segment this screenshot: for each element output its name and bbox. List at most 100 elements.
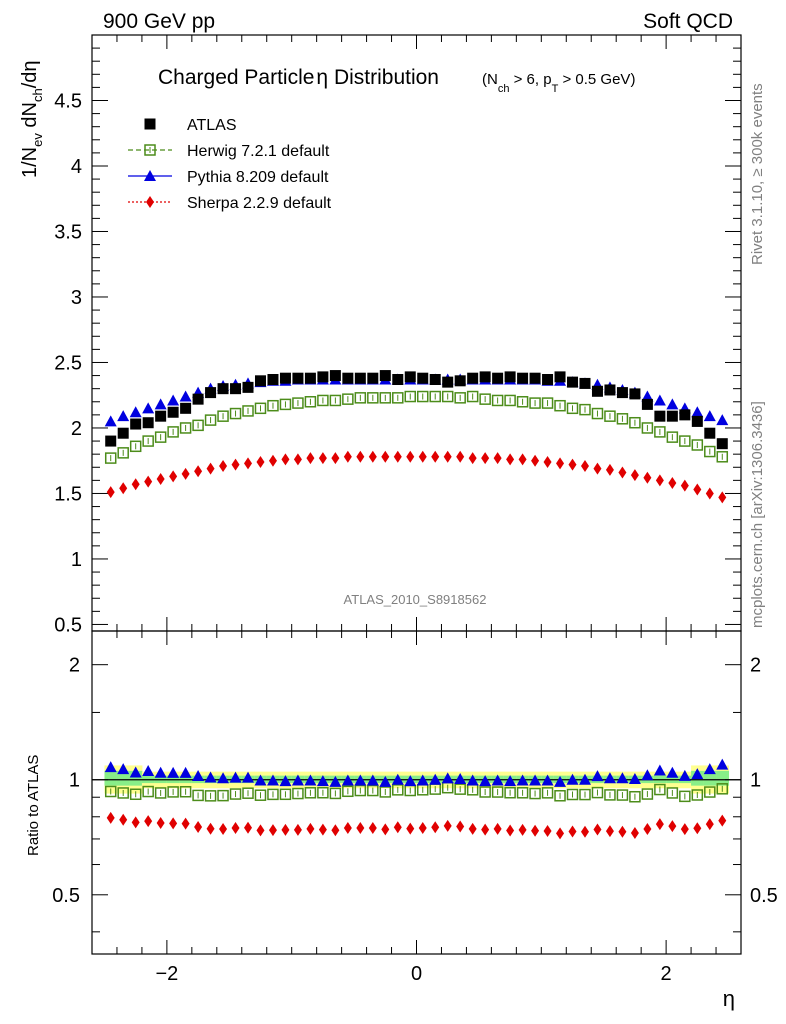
sherpa-point (718, 491, 727, 504)
pythia-ratio-point (703, 763, 716, 775)
sherpa-ratio-point (431, 821, 440, 834)
herwig-point (541, 397, 554, 409)
sherpa-ratio-point (456, 820, 465, 833)
herwig-point (142, 435, 154, 447)
pythia-ratio-point (454, 773, 467, 785)
axes-layer: −2 0 2 0.5 1 1.5 2 2.5 3 3.5 4 4.5 0.5 0.5 1 1 2 2 (52, 35, 778, 985)
sherpa-point (556, 457, 565, 470)
atlas-point (130, 418, 142, 430)
legend-label: Herwig 7.2.1 default (187, 143, 330, 160)
herwig-point (629, 416, 641, 429)
atlas-point (379, 370, 391, 382)
pythia-ratio-point (591, 770, 604, 782)
pythia-point (104, 415, 117, 427)
pythia-ratio-point (229, 771, 242, 783)
herwig-ratio-point (641, 788, 654, 800)
sherpa-ratio-point (169, 817, 178, 830)
data-markers (104, 370, 729, 840)
herwig-point (329, 394, 342, 407)
sherpa-ratio-point (643, 823, 652, 836)
atlas-point (105, 435, 117, 447)
pythia-ratio-point (154, 766, 167, 778)
herwig-point (691, 439, 704, 451)
atlas-point (454, 375, 466, 387)
herwig-ratio-point (704, 786, 716, 798)
atlas-point (542, 374, 554, 386)
y-tick-label: 4 (71, 156, 82, 178)
atlas-point (180, 402, 192, 414)
herwig-point (579, 403, 591, 416)
atlas-point (155, 410, 167, 422)
herwig-point (591, 407, 604, 420)
sherpa-point (680, 479, 689, 492)
sherpa-point (593, 462, 602, 475)
herwig-ratio-point (179, 785, 192, 798)
atlas-point (279, 372, 291, 384)
sherpa-point (443, 450, 452, 463)
sherpa-point (481, 452, 490, 465)
pythia-point (179, 390, 192, 402)
atlas-point (504, 371, 516, 383)
y-tick-label: 2 (71, 418, 82, 440)
sherpa-ratio-point (580, 825, 589, 838)
atlas-point (517, 372, 529, 384)
pythia-ratio-point (354, 774, 367, 786)
pythia-ratio-point (404, 775, 417, 787)
sherpa-ratio-point (693, 822, 702, 835)
pythia-point (703, 410, 716, 422)
herwig-point (129, 440, 142, 453)
pythia-ratio-point (529, 774, 542, 786)
herwig-point (416, 390, 429, 403)
atlas-point (604, 384, 616, 396)
herwig-ratio-point (579, 788, 591, 801)
legend-marker (144, 118, 156, 130)
x-tick-label: 0 (411, 963, 422, 985)
sherpa-point (418, 450, 427, 463)
herwig-ratio-point (654, 783, 666, 796)
herwig-ratio-point (204, 790, 217, 802)
pythia-ratio-point (628, 773, 641, 785)
mcplots-label: mcplots.cern.ch [arXiv:1306.3436] (749, 401, 766, 628)
sherpa-point (406, 450, 415, 463)
herwig-ratio-point (716, 783, 729, 795)
ratio-y-tick-label-right: 2 (750, 655, 761, 677)
pythia-ratio-point (516, 774, 529, 786)
sherpa-ratio-point (481, 823, 490, 836)
pythia-ratio-point (204, 771, 217, 783)
pythia-ratio-point (441, 772, 454, 784)
herwig-ratio-point (142, 785, 154, 798)
atlas-point (254, 375, 266, 387)
pythia-ratio-point (678, 769, 691, 781)
pythia-ratio-point (391, 773, 404, 785)
pythia-ratio-point (329, 775, 342, 787)
sherpa-point (356, 450, 365, 463)
sherpa-point (643, 471, 652, 484)
sherpa-point (705, 487, 714, 500)
herwig-ratio-point (117, 787, 129, 799)
atlas-point (392, 374, 404, 386)
plot-title: Charged Particleη Distribution (158, 66, 439, 89)
ratio-y-tick-label: 0.5 (52, 885, 80, 907)
y-tick-label: 1 (71, 549, 82, 571)
pythia-ratio-point (254, 774, 267, 786)
herwig-point (292, 397, 304, 409)
pythia-ratio-point (666, 766, 679, 778)
sherpa-point (144, 475, 153, 488)
herwig-point (454, 392, 466, 404)
herwig-point (342, 393, 354, 405)
y-tick-label: 0.5 (54, 614, 82, 636)
herwig-point (654, 426, 666, 438)
pythia-ratio-point (653, 764, 666, 776)
pythia-ratio-point (192, 770, 205, 782)
pythia-ratio-point (491, 774, 504, 786)
atlas-point (704, 427, 716, 439)
sherpa-ratio-point (119, 813, 128, 826)
herwig-point (404, 390, 417, 403)
herwig-point (242, 405, 254, 417)
sherpa-ratio-point (518, 823, 527, 836)
sherpa-ratio-point (381, 823, 390, 836)
sherpa-ratio-point (318, 823, 327, 836)
y-tick-label: 4.5 (54, 90, 82, 112)
sherpa-ratio-point (506, 824, 515, 837)
herwig-ratio-point (304, 787, 317, 799)
